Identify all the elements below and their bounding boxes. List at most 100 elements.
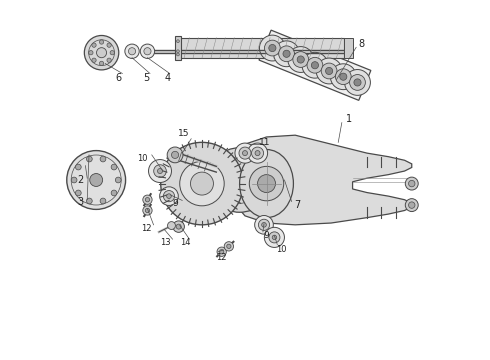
Circle shape (176, 50, 179, 53)
Circle shape (255, 150, 260, 156)
Text: 10: 10 (275, 246, 286, 255)
Circle shape (92, 58, 96, 62)
Circle shape (340, 73, 347, 80)
Text: 8: 8 (359, 39, 365, 49)
Bar (259, 30, 371, 100)
Circle shape (262, 222, 267, 227)
Circle shape (354, 79, 361, 86)
Text: 9: 9 (264, 231, 270, 240)
Circle shape (239, 147, 251, 159)
Circle shape (99, 61, 104, 66)
Circle shape (99, 40, 104, 44)
Text: 3: 3 (77, 197, 83, 207)
Text: 6: 6 (116, 73, 122, 83)
Circle shape (217, 247, 226, 256)
Text: 12: 12 (141, 224, 151, 233)
Circle shape (167, 147, 183, 163)
Circle shape (288, 46, 314, 72)
Circle shape (176, 53, 179, 56)
Bar (175, 36, 181, 60)
Bar (177, 38, 343, 58)
Text: 10: 10 (138, 154, 148, 163)
Text: 11: 11 (259, 138, 270, 147)
Circle shape (97, 48, 107, 58)
Text: 5: 5 (143, 73, 149, 83)
Text: 13: 13 (160, 238, 171, 247)
Circle shape (224, 242, 234, 251)
Circle shape (163, 190, 174, 202)
Text: 12: 12 (217, 253, 227, 262)
Circle shape (176, 40, 179, 42)
Circle shape (349, 75, 366, 90)
Circle shape (90, 174, 102, 186)
Circle shape (140, 44, 155, 58)
Circle shape (247, 143, 268, 163)
Circle shape (321, 63, 337, 79)
Circle shape (227, 244, 231, 248)
Bar (143, 50, 345, 53)
Circle shape (144, 48, 151, 55)
Text: 15: 15 (178, 129, 190, 138)
Circle shape (167, 194, 172, 198)
Bar (343, 38, 353, 58)
Circle shape (409, 202, 415, 208)
Polygon shape (232, 135, 412, 225)
Circle shape (143, 195, 152, 204)
Circle shape (180, 161, 224, 206)
Circle shape (307, 57, 323, 73)
Circle shape (297, 56, 304, 63)
Circle shape (146, 198, 149, 202)
Circle shape (115, 177, 121, 183)
Circle shape (272, 235, 277, 240)
Circle shape (265, 40, 280, 56)
Circle shape (311, 62, 318, 69)
Circle shape (111, 190, 117, 196)
Circle shape (111, 164, 117, 170)
Text: 2: 2 (77, 175, 83, 185)
Circle shape (143, 206, 152, 215)
Circle shape (100, 198, 106, 204)
Circle shape (148, 159, 172, 183)
Circle shape (161, 142, 243, 225)
Circle shape (249, 166, 284, 201)
Circle shape (330, 64, 356, 90)
Circle shape (344, 69, 370, 95)
Circle shape (258, 175, 275, 193)
Circle shape (87, 198, 92, 204)
Circle shape (176, 224, 181, 229)
Circle shape (251, 147, 264, 159)
Circle shape (107, 43, 111, 47)
Circle shape (273, 41, 299, 67)
Circle shape (265, 227, 285, 247)
Circle shape (325, 67, 333, 75)
Circle shape (207, 148, 272, 212)
Circle shape (128, 48, 136, 55)
Circle shape (255, 216, 273, 234)
Circle shape (87, 156, 92, 162)
Circle shape (283, 50, 290, 57)
Circle shape (67, 150, 125, 210)
Circle shape (260, 35, 285, 61)
Circle shape (302, 52, 328, 78)
Circle shape (84, 36, 119, 70)
Circle shape (157, 168, 163, 174)
Circle shape (316, 58, 342, 84)
Circle shape (336, 69, 351, 85)
Circle shape (168, 222, 175, 229)
Text: 9: 9 (172, 199, 178, 208)
Circle shape (173, 221, 184, 232)
Circle shape (269, 45, 276, 51)
Circle shape (191, 172, 214, 195)
Circle shape (100, 156, 106, 162)
Circle shape (279, 46, 294, 62)
Circle shape (146, 208, 149, 213)
Circle shape (107, 58, 111, 62)
Circle shape (172, 151, 179, 158)
Circle shape (243, 150, 247, 156)
Text: 7: 7 (294, 200, 300, 210)
Text: 4: 4 (165, 73, 171, 83)
Circle shape (235, 143, 255, 163)
Circle shape (220, 249, 224, 254)
Text: 1: 1 (346, 114, 352, 124)
Circle shape (75, 164, 81, 170)
